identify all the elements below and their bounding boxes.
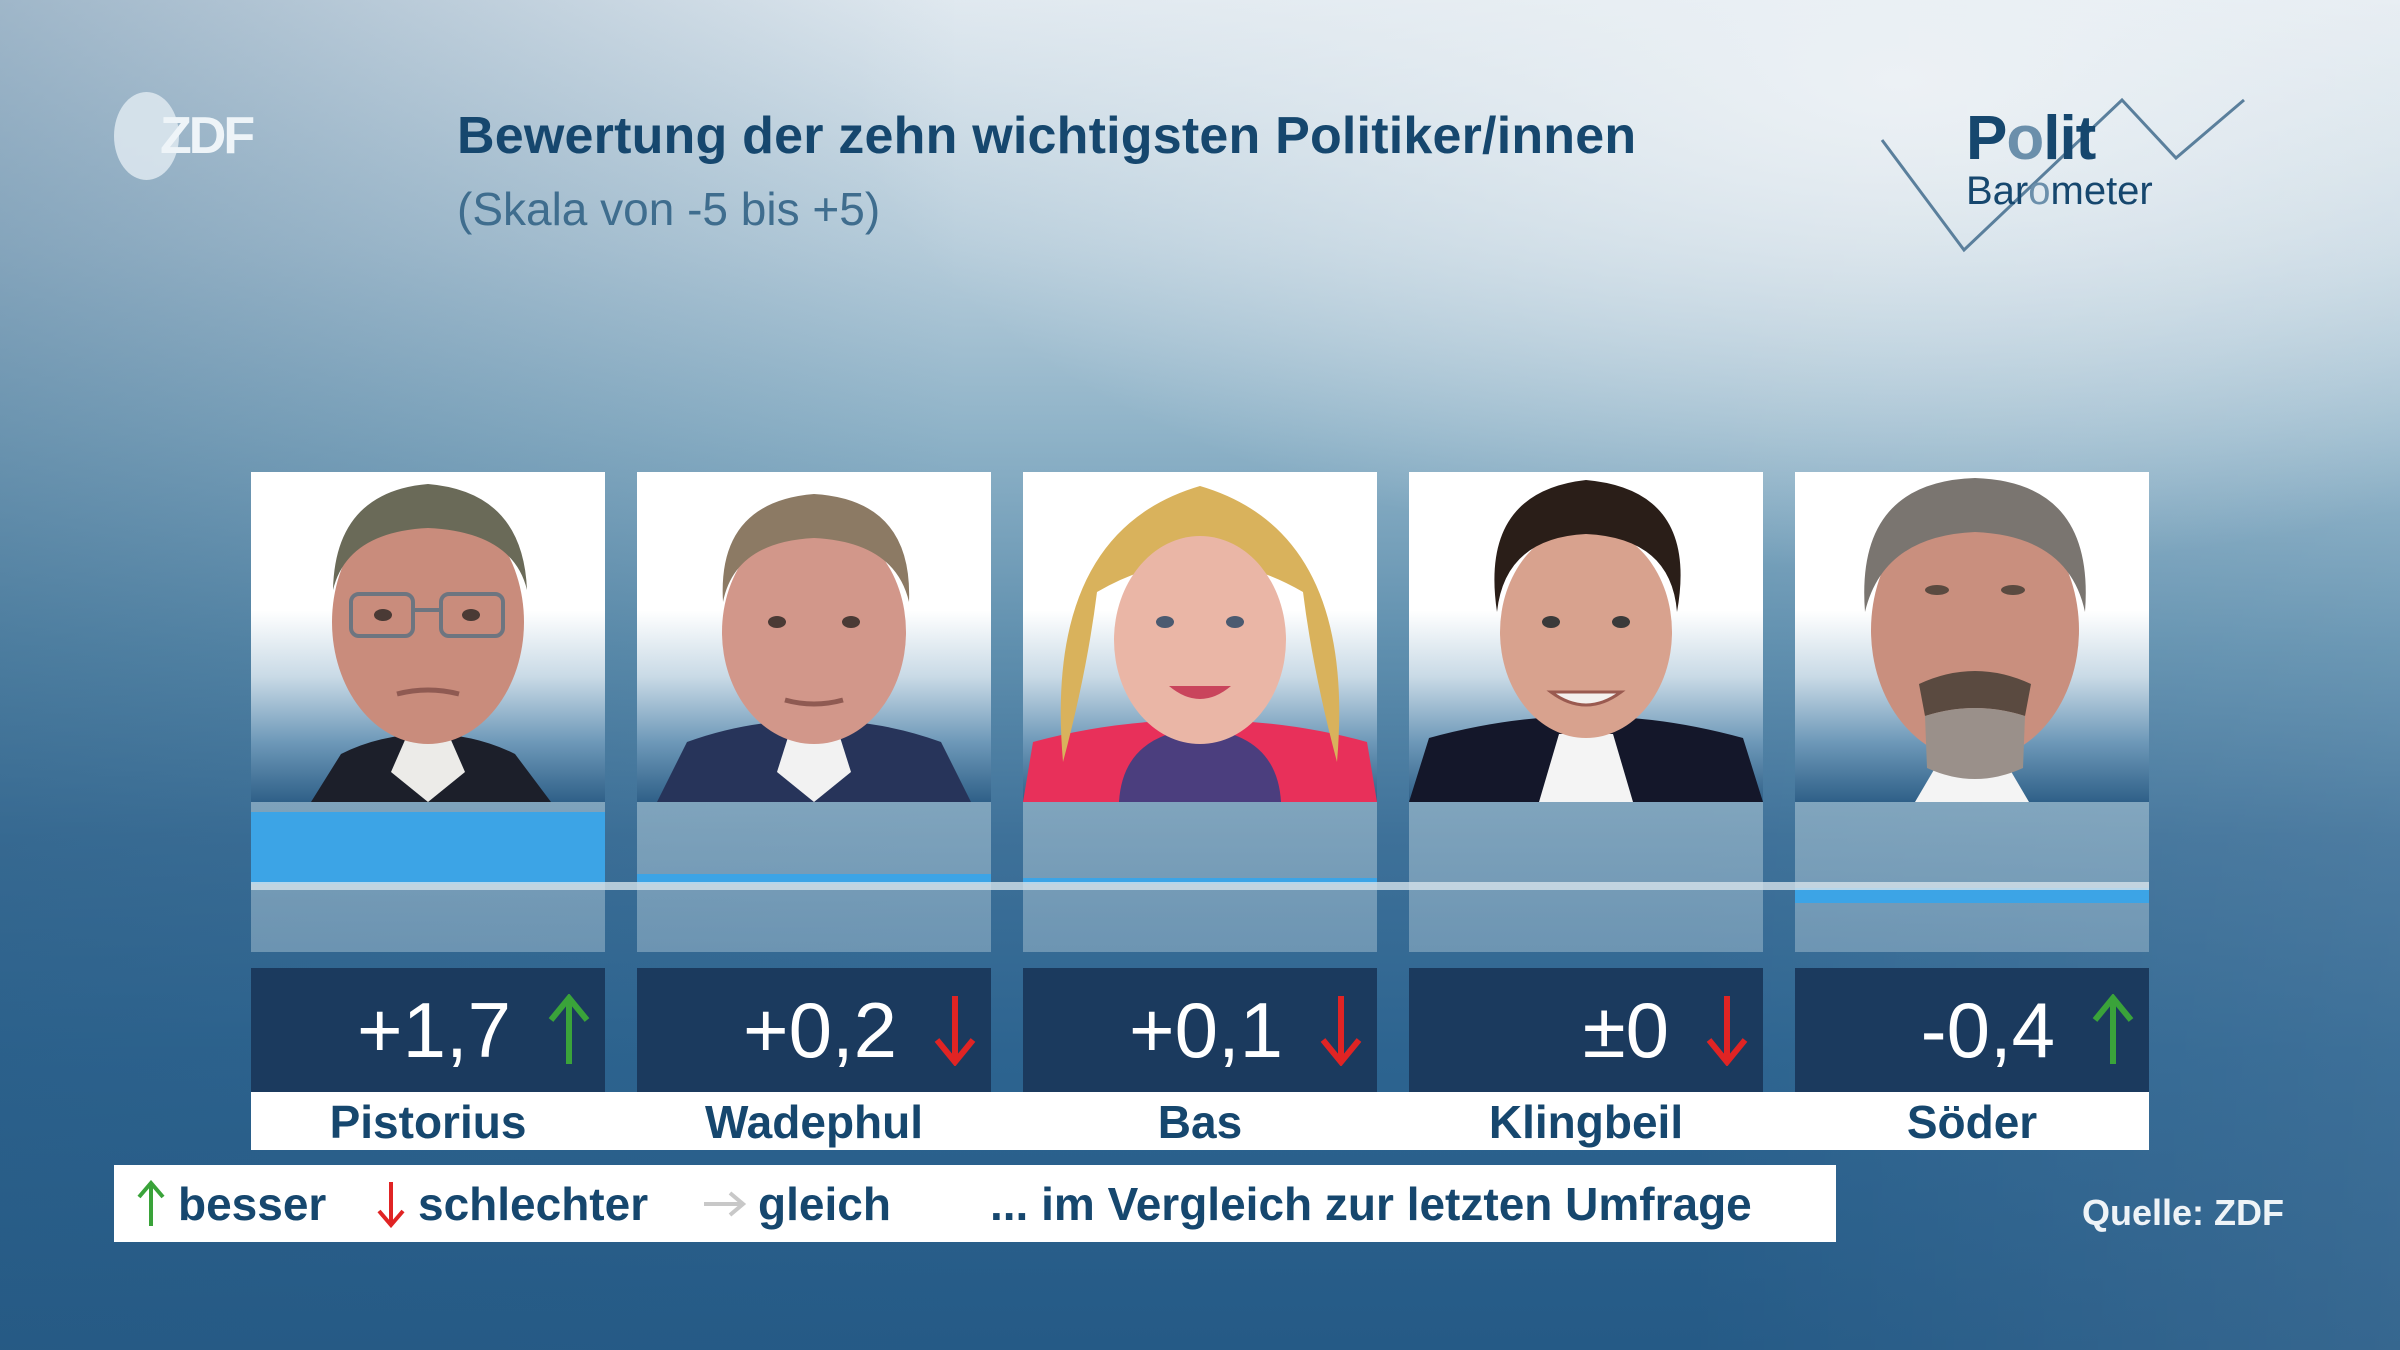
rating-value-box: +0,2	[637, 968, 991, 1092]
politician-photo	[1409, 472, 1763, 802]
politician-column: -0,4 Söder	[1795, 472, 2149, 1150]
arrow-down-icon	[934, 996, 976, 1066]
politician-name: Klingbeil	[1488, 1096, 1684, 1148]
legend: besser schlechter gleich ... im Vergleic…	[114, 1165, 1836, 1242]
legend-item-gleich: gleich	[702, 1165, 891, 1242]
politician-name: Bas	[1157, 1096, 1243, 1148]
zdf-logo: ZDF	[112, 92, 292, 182]
politician-name-strip: Bas	[1023, 1092, 1377, 1150]
politician-name-strip: Wadephul	[637, 1092, 991, 1150]
arrow-up-icon	[548, 994, 590, 1064]
rating-bar-panel	[1409, 802, 1763, 952]
legend-note-text: ... im Vergleich zur letzten Umfrage	[990, 1177, 1752, 1230]
arrow-down-icon	[1706, 996, 1748, 1066]
legend-item-besser: besser	[136, 1165, 326, 1242]
arrow-down-icon	[1320, 996, 1362, 1066]
politician-photo	[637, 472, 991, 802]
arrow-down-icon	[377, 1181, 405, 1228]
politician-name-strip: Söder	[1795, 1092, 2149, 1150]
arrow-right-icon	[704, 1190, 746, 1217]
rating-value: +1,7	[357, 986, 511, 1074]
rating-value: +0,1	[1129, 986, 1283, 1074]
politbarometer-logo-line1: Polit	[1966, 104, 2096, 173]
politician-column: +0,1 Bas	[1023, 472, 1377, 1150]
rating-value: ±0	[1582, 986, 1669, 1074]
rating-value: +0,2	[743, 986, 897, 1074]
arrow-up-icon	[2092, 994, 2134, 1064]
rating-value-box: ±0	[1409, 968, 1763, 1092]
zigzag-line-icon	[1880, 97, 2245, 253]
portrait-icon	[1023, 486, 1377, 802]
logo-letter-o: o	[2028, 169, 2051, 213]
logo-letter-o: o	[2006, 104, 2044, 173]
rating-value-box: +1,7	[251, 968, 605, 1092]
politician-column: +0,2 Wadephul	[637, 472, 991, 1150]
politbarometer-logo-line2: Barometer	[1966, 169, 2153, 213]
source-label: Quelle: ZDF	[2082, 1192, 2285, 1233]
zero-baseline	[251, 882, 2149, 890]
politician-photo	[1795, 472, 2149, 802]
zdf-logo-text: ZDF	[160, 107, 255, 165]
portrait-icon	[1864, 478, 2086, 802]
portrait-icon	[1409, 480, 1763, 802]
legend-label: besser	[178, 1177, 327, 1230]
zdf-logo-circle	[114, 92, 179, 180]
politician-column: ±0 Klingbeil	[1409, 472, 1763, 1150]
rating-bar	[637, 874, 991, 884]
politician-name: Pistorius	[329, 1096, 527, 1148]
politician-name-strip: Klingbeil	[1409, 1092, 1763, 1150]
legend-item-schlechter: schlechter	[376, 1165, 648, 1242]
legend-label: gleich	[758, 1177, 891, 1230]
rating-value-box: +0,1	[1023, 968, 1377, 1092]
rating-bar-panel	[251, 802, 605, 952]
politician-name: Söder	[1906, 1096, 2038, 1148]
legend-note: ... im Vergleich zur letzten Umfrage	[990, 1165, 1752, 1242]
rating-value: -0,4	[1920, 986, 2055, 1074]
portrait-icon	[657, 494, 971, 802]
rating-value-box: -0,4	[1795, 968, 2149, 1092]
rating-bar	[251, 812, 605, 884]
politician-name: Wadephul	[704, 1096, 924, 1148]
arrow-up-icon	[137, 1179, 165, 1226]
politician-name-strip: Pistorius	[251, 1092, 605, 1150]
politbarometer-logo: Polit Barometer	[1860, 90, 2260, 260]
rating-bar-panel	[1795, 802, 2149, 952]
rating-bar	[1795, 888, 2149, 903]
chart-subtitle: (Skala von -5 bis +5)	[457, 183, 881, 235]
chart-title: Bewertung der zehn wichtigsten Politiker…	[457, 107, 1637, 165]
politician-photo	[251, 472, 605, 802]
rating-bar-panel	[637, 802, 991, 952]
legend-label: schlechter	[418, 1177, 649, 1230]
rating-bar-panel	[1023, 802, 1377, 952]
politician-column: +1,7 Pistorius	[251, 472, 605, 1150]
portrait-icon	[311, 484, 551, 802]
politician-photo	[1023, 472, 1377, 802]
rating-bar	[1023, 878, 1377, 884]
